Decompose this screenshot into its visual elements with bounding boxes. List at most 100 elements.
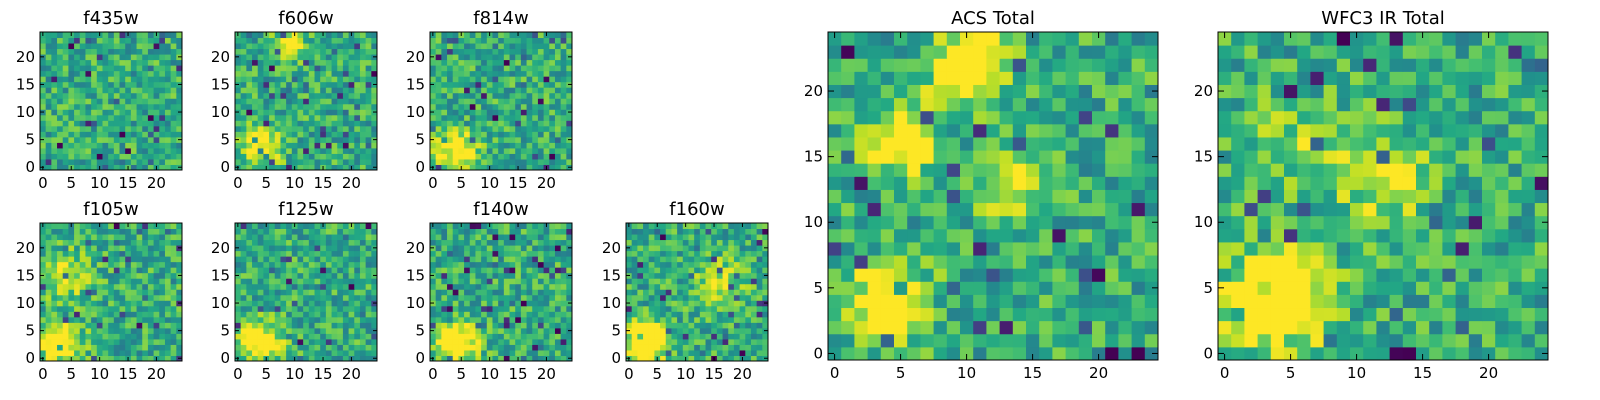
heatmap-cell [280,250,287,257]
heatmap-cell [51,300,58,307]
heatmap-cell [308,109,316,116]
heatmap-cell [371,76,378,83]
heatmap-cell [125,338,132,345]
heatmap-cell [509,300,516,307]
heatmap-cell [337,98,344,105]
heatmap-cell [1078,346,1093,361]
heatmap-cell [257,109,264,116]
heatmap-cell [543,59,550,66]
heatmap-cell [894,294,908,309]
heatmap-cell [441,142,448,149]
heatmap-cell [159,70,166,77]
heatmap-cell [153,327,160,334]
heatmap-cell [933,189,948,204]
heatmap-cell [125,125,132,132]
heatmap-cell [79,245,86,252]
heatmap-cell [637,278,644,285]
heatmap-cell [235,37,242,44]
heatmap-cell [986,176,1001,190]
heatmap-cell [637,223,644,230]
heatmap-cell [441,283,448,290]
heatmap-cell [756,278,763,285]
heatmap-cell [79,131,86,138]
heatmap-cell [130,228,138,235]
heatmap-cell [515,316,522,323]
heatmap-cell [566,120,573,127]
heatmap-cell [705,333,712,340]
heatmap-cell [263,103,270,110]
heatmap-cell [142,48,149,55]
heatmap-cell [631,234,638,241]
heatmap-cell [130,239,138,246]
x-tick-label: 5 [66,174,76,192]
heatmap-cell [102,349,109,356]
heatmap-cell [841,320,855,335]
heatmap-cell [40,70,47,77]
heatmap-cell [435,147,442,154]
heatmap-cell [933,346,948,361]
heatmap-cell [441,234,448,241]
heatmap-cell [458,76,465,83]
heatmap-cell [745,349,752,356]
heatmap-cell [119,283,126,290]
heatmap-cell [643,267,650,274]
heatmap-cell [750,228,758,235]
heatmap-cell [297,294,304,301]
heatmap-cell [492,131,499,138]
heatmap-cell [274,43,281,50]
heatmap-cell [269,158,276,165]
heatmap-cell [354,272,361,279]
heatmap-cell [867,176,882,190]
heatmap-cell [637,250,644,257]
heatmap-cell [509,76,516,83]
heatmap-cell [537,70,545,77]
heatmap-cell [654,234,661,241]
heatmap-cell [1118,241,1133,256]
heatmap-cell [130,131,138,138]
heatmap-cell [57,250,64,257]
y-tick-label: 15 [16,75,35,93]
heatmap-cell [51,272,58,279]
heatmap-cell [492,300,499,307]
heatmap-cell [509,109,516,116]
heatmap-cell [68,349,75,356]
heatmap-cell [130,164,138,171]
heatmap-cell [45,289,52,296]
heatmap-cell [365,344,372,351]
heatmap-cell [91,278,98,285]
heatmap-cell [643,223,650,230]
heatmap-cell [682,239,689,246]
heatmap-cell [750,305,758,312]
heatmap-cell [756,349,763,356]
heatmap-cell [762,294,769,301]
heatmap-cell [246,158,253,165]
heatmap-cell [894,346,908,361]
heatmap-cell [57,158,64,165]
heatmap-cell [441,98,448,105]
heatmap-cell [246,327,253,334]
heatmap-cell [176,261,183,268]
heatmap-cell [269,103,276,110]
heatmap-cell [458,250,465,257]
heatmap-cell [74,103,81,110]
heatmap-cell [728,355,735,362]
heatmap-cell [566,70,573,77]
heatmap-cell [263,109,270,116]
heatmap-cell [246,322,253,329]
heatmap-cell [142,65,149,72]
heatmap-cell [176,147,183,154]
heatmap-cell [549,164,556,171]
heatmap-cell [435,98,442,105]
heatmap-cell [365,32,372,39]
heatmap-cell [79,256,86,263]
heatmap-cell [40,87,47,94]
heatmap-cell [297,142,304,149]
heatmap-cell [554,164,562,171]
heatmap-cell [320,98,327,105]
heatmap-cell [45,344,52,351]
y-tick-label: 5 [415,322,425,340]
heatmap-cell [286,333,293,340]
heatmap-cell [102,228,109,235]
heatmap-cell [458,349,465,356]
heatmap-cell [308,278,316,285]
